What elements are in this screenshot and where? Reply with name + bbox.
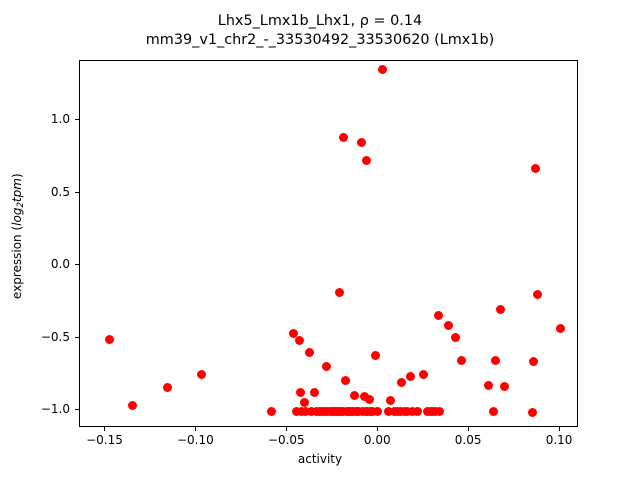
data-point: [301, 406, 311, 416]
data-point: [296, 387, 306, 397]
data-point: [434, 406, 444, 416]
data-point: [364, 394, 374, 404]
data-point: [529, 356, 539, 366]
y-axis-label: expression (log2tpm): [10, 66, 26, 406]
data-point: [408, 406, 418, 416]
y-axis-label-italic-tpm: tpm: [9, 178, 24, 203]
x-axis-tick-label: −0.15: [86, 433, 123, 447]
x-axis-tick-mark: [286, 427, 288, 431]
data-point: [350, 391, 360, 401]
chart-title: Lhx5_Lmx1b_Lhx1, ρ = 0.14 mm39_v1_chr2_-…: [0, 12, 640, 50]
data-point: [377, 65, 387, 75]
x-axis-label: activity: [297, 452, 343, 466]
data-point: [267, 406, 277, 416]
data-point: [309, 388, 319, 398]
data-point: [292, 406, 302, 416]
y-axis-label-subscript: 2: [16, 202, 27, 208]
data-point: [413, 406, 423, 416]
y-axis-tick-label: 0.0: [50, 257, 70, 272]
data-point: [451, 333, 461, 343]
data-point: [372, 406, 382, 416]
data-point: [383, 406, 393, 416]
data-point: [490, 355, 500, 365]
y-axis-tick-mark: [75, 264, 79, 266]
data-point: [321, 362, 331, 372]
x-axis-tick-mark: [195, 427, 197, 431]
y-axis-tick-label: −0.5: [40, 329, 70, 344]
data-point: [370, 351, 380, 361]
data-point: [307, 406, 316, 416]
x-axis-tick-mark: [468, 427, 470, 431]
x-axis-tick-mark: [377, 427, 379, 431]
x-axis-tick-label: 0.00: [363, 433, 391, 447]
plot-axes-frame: [79, 60, 578, 427]
data-point: [357, 137, 366, 147]
data-point: [386, 395, 396, 405]
data-point: [419, 370, 429, 380]
x-axis-tick-label: 0.10: [545, 433, 573, 447]
y-axis-tick-label: 1.0: [50, 112, 70, 127]
data-point: [289, 328, 299, 338]
data-point: [433, 310, 443, 320]
y-axis-tick-mark: [75, 409, 79, 411]
x-axis-tick-label: 0.05: [454, 433, 482, 447]
data-points-layer: [80, 61, 577, 426]
data-point: [406, 372, 416, 382]
data-point: [341, 376, 351, 386]
y-axis-tick-label: −1.0: [40, 402, 70, 417]
y-axis-tick-mark: [75, 336, 79, 338]
data-point: [300, 397, 310, 407]
data-point: [397, 378, 407, 388]
y-axis-label-suffix: ): [9, 173, 24, 179]
data-point: [495, 305, 505, 315]
data-point: [361, 155, 371, 165]
data-point: [197, 370, 207, 380]
data-point: [163, 382, 173, 392]
y-axis-tick-mark: [75, 191, 79, 193]
data-point: [305, 347, 314, 357]
y-axis-label-prefix: expression (: [9, 225, 24, 300]
x-axis-tick-label: −0.05: [267, 433, 305, 447]
data-point: [531, 163, 541, 173]
x-axis-tick-label: −0.10: [176, 433, 214, 447]
y-axis-tick-mark: [75, 119, 79, 121]
data-point: [295, 335, 305, 345]
data-point: [533, 289, 543, 299]
data-point: [457, 355, 467, 365]
y-axis-label-italic-log: log: [9, 207, 24, 226]
data-point: [528, 407, 538, 417]
chart-title-line-1: Lhx5_Lmx1b_Lhx1, ρ = 0.14: [217, 13, 423, 29]
data-point: [555, 323, 565, 333]
x-axis-tick-mark: [559, 427, 561, 431]
data-point: [339, 132, 349, 142]
data-point: [500, 381, 510, 391]
data-point: [488, 407, 498, 417]
data-point: [104, 334, 114, 344]
y-axis-tick-label: 0.5: [50, 184, 70, 199]
data-point: [359, 392, 369, 402]
data-point: [335, 287, 345, 297]
data-point: [403, 406, 413, 416]
x-axis-tick-mark: [104, 427, 106, 431]
data-point: [444, 321, 454, 330]
chart-title-line-2: mm39_v1_chr2_-_33530492_33530620 (Lmx1b): [145, 32, 495, 48]
data-point: [483, 381, 493, 391]
data-point: [127, 401, 137, 411]
data-point: [367, 406, 377, 416]
